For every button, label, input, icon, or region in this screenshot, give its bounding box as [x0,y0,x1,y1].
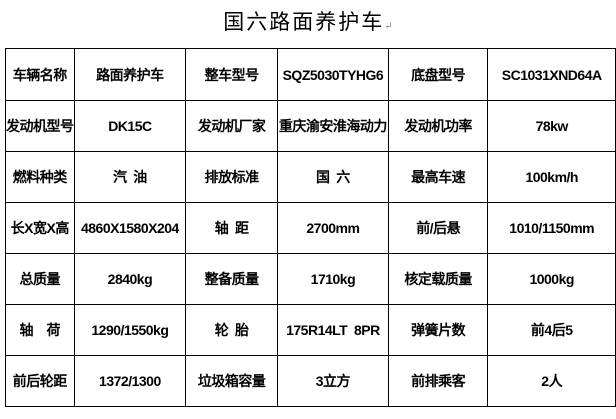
spec-label-cell: 弹簧片数 [387,304,489,356]
spec-value-cell: 100km/h [487,151,616,203]
spec-label-cell: 发动机功率 [387,100,489,152]
paragraph-mark-icon: ↵ [384,21,393,32]
spec-value-cell: 1710kg [276,253,389,305]
spec-label-cell: 垃圾箱容量 [185,355,278,407]
spec-label-cell: 轴 荷 [5,304,75,356]
spec-label-cell: 长X宽X高 [5,202,75,254]
spec-value-cell: 2人 [487,355,616,407]
spec-value-cell: DK15C [73,100,187,152]
title-text: 国六路面养护车 [223,10,385,34]
spec-value-cell: 汽 油 [73,151,187,203]
spec-value-cell: 175R14LT 8PR [276,304,389,356]
spec-value-cell: 前4后5 [487,304,616,356]
spec-label-cell: 前后轮距 [5,355,75,407]
spec-label-cell: 排放标准 [185,151,278,203]
spec-value-cell: 2700mm [276,202,389,254]
spec-label-cell: 发动机型号 [5,100,75,152]
table-row: 长X宽X高 4860X1580X204 轴 距 2700mm 前/后悬 1010/1150… [5,202,616,254]
spec-value-cell: 1290/1550kg [73,304,187,356]
spec-value-cell: 2840kg [73,253,187,305]
table-row: 轴 荷 1290/1550kg 轮 胎 175R14LT 8PR 弹簧片数 前4后5 [5,304,616,356]
document-title: 国六路面养护车↵ [0,6,616,36]
spec-label-cell: 总质量 [5,253,75,305]
spec-label-cell: 轴 距 [185,202,278,254]
spec-table: 车辆名称 路面养护车 整车型号 SQZ5030TYHG6 底盘型号 SC1031XND64… [5,48,616,407]
spec-value-cell: 3立方 [276,355,389,407]
spec-label-cell: 前/后悬 [387,202,489,254]
spec-label-cell: 整备质量 [185,253,278,305]
spec-value-cell: SQZ5030TYHG6 [276,48,389,101]
spec-value-cell: 路面养护车 [73,48,187,101]
spec-label-cell: 发动机厂家 [185,100,278,152]
table-row: 发动机型号 DK15C 发动机厂家 重庆渝安淮海动力 发动机功率 78kw [5,100,616,152]
spec-value-cell: 重庆渝安淮海动力 [276,100,389,152]
spec-label-cell: 车辆名称 [5,48,75,101]
spec-value-cell: SC1031XND64A [487,48,616,101]
spec-label-cell: 轮 胎 [185,304,278,356]
spec-label-cell: 燃料种类 [5,151,75,203]
spec-label-cell: 底盘型号 [387,48,489,101]
spec-value-cell: 国 六 [276,151,389,203]
table-row: 前后轮距 1372/1300 垃圾箱容量 3立方 前排乘客 2人 [5,355,616,407]
spec-value-cell: 78kw [487,100,616,152]
spec-label-cell: 核定载质量 [387,253,489,305]
table-row: 总质量 2840kg 整备质量 1710kg 核定载质量 1000kg [5,253,616,305]
spec-label-cell: 最高车速 [387,151,489,203]
table-row: 车辆名称 路面养护车 整车型号 SQZ5030TYHG6 底盘型号 SC1031XND64… [5,48,616,101]
table-row: 燃料种类汽 油排放标准国 六最高车速 100km/h [5,151,616,203]
spec-value-cell: 4860X1580X204 [73,202,187,254]
spec-value-cell: 1010/1150mm [487,202,616,254]
spec-label-cell: 整车型号 [185,48,278,101]
spec-label-cell: 前排乘客 [387,355,489,407]
spec-value-cell: 1000kg [487,253,616,305]
spec-value-cell: 1372/1300 [73,355,187,407]
